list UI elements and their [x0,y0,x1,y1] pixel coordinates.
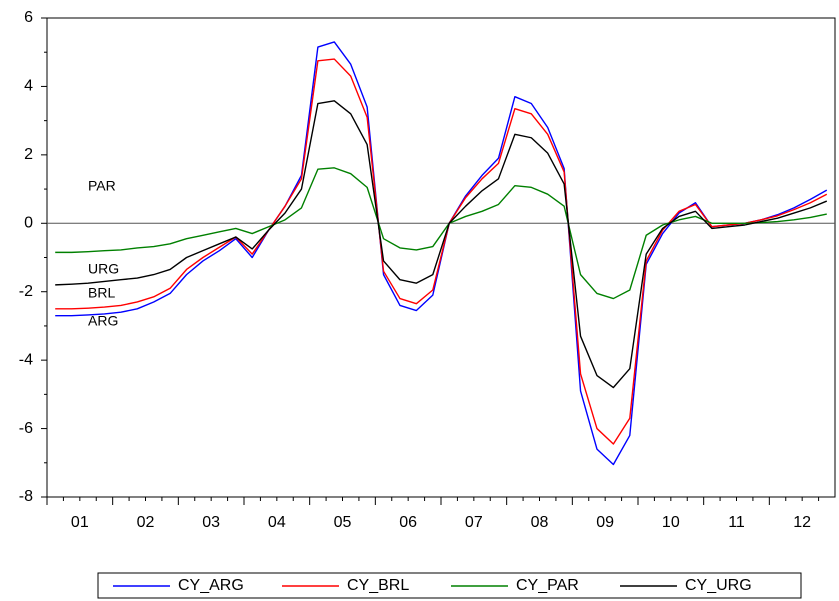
x-tick-label: 05 [334,514,352,531]
y-tick-label: -2 [19,283,33,300]
series-annotation: ARG [88,313,118,329]
legend-label: CY_URG [685,577,752,594]
legend-label: CY_ARG [178,577,244,594]
x-tick-label: 04 [268,514,286,531]
x-tick-label: 08 [531,514,549,531]
series-line [55,100,828,389]
y-tick-label: 6 [24,9,33,26]
series-line [55,58,828,445]
y-tick-label: 4 [24,78,33,95]
x-tick-label: 11 [728,514,745,531]
series-line [55,41,828,466]
series-annotation: URG [88,261,119,277]
x-tick-label: 03 [202,514,220,531]
x-tick-label: 10 [662,514,680,531]
legend-label: CY_PAR [516,577,579,594]
y-tick-label: 2 [24,146,33,163]
x-tick-label: 12 [793,514,811,531]
x-tick-label: 02 [137,514,155,531]
legend-label: CY_BRL [347,577,409,594]
y-tick-label: -8 [19,488,33,505]
series-annotation: PAR [88,178,116,194]
x-tick-label: 07 [465,514,483,531]
y-tick-label: 0 [24,215,33,232]
x-tick-label: 01 [71,514,89,531]
legend-box [97,572,802,599]
x-tick-label: 09 [596,514,614,531]
series-line [55,167,827,300]
series-annotation: BRL [88,285,115,301]
y-tick-label: -4 [19,351,33,368]
x-tick-label: 06 [399,514,417,531]
y-tick-label: -6 [19,420,33,437]
